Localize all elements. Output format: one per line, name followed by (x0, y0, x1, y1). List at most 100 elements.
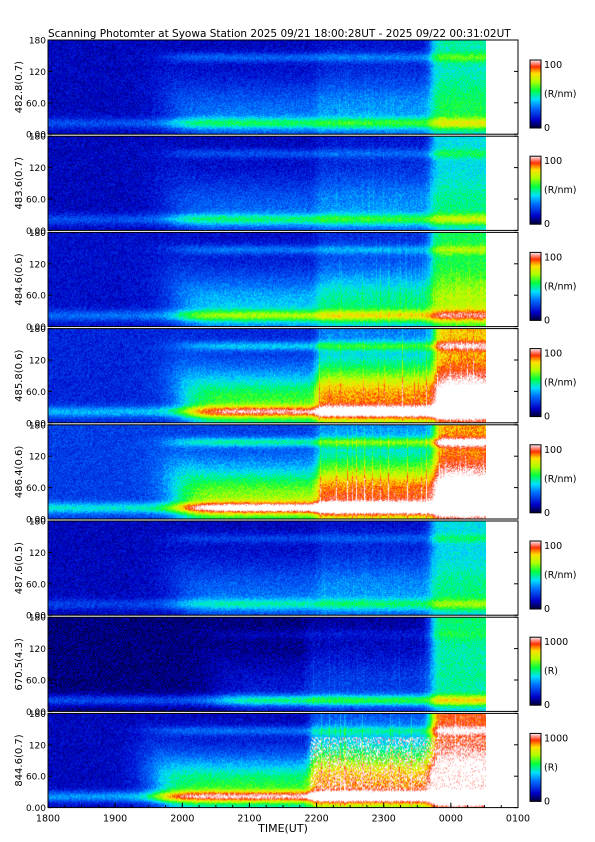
panel-frame (47, 231, 519, 328)
colorbar (529, 636, 542, 706)
panel-1: 0.00 60.0 120 180 482.8(0.7) 100 0 (R/nm) (14, 37, 577, 141)
panel-frame (47, 135, 519, 231)
panel-frame (47, 616, 519, 712)
colorbar-unit-label: (R/nm) (544, 89, 577, 100)
y-tick-label: 60.0 (26, 196, 46, 206)
panel-frame (47, 424, 519, 520)
y-tick-label: 60.0 (26, 292, 46, 302)
panel-ylabel: 485.8(0.6) (14, 349, 25, 401)
x-tick-label: 1800 (36, 814, 60, 825)
colorbar-unit-label: (R) (544, 762, 558, 773)
colorbar-min-label: 0 (544, 796, 550, 807)
panel-frame (47, 328, 519, 424)
x-tick-label: 0000 (439, 814, 463, 825)
x-axis-label: TIME(UT) (257, 822, 308, 835)
colorbar-min-label: 0 (544, 700, 550, 711)
colorbar-min-label: 0 (544, 123, 550, 134)
colorbar-max-label: 100 (544, 60, 562, 71)
colorbar-max-label: 100 (544, 156, 562, 167)
panel-ylabel: 486.4(0.6) (14, 446, 25, 498)
colorbar-unit-label: (R/nm) (544, 378, 577, 389)
panel-2: 0.00 60.0 120 180 483.6(0.7) 100 0 (R/nm) (14, 133, 577, 237)
heatmap-image (48, 40, 486, 134)
colorbar (529, 444, 542, 514)
y-tick-label: 0.00 (26, 323, 46, 333)
colorbar-min-label: 0 (544, 604, 550, 615)
colorbar-unit-label: (R/nm) (544, 570, 577, 581)
colorbar-min-label: 0 (544, 315, 550, 326)
y-tick-label: 120 (29, 645, 46, 655)
panel-8: 0.00 60.0 120 180 844.6(0.7) 1000 0 (R) (14, 710, 568, 814)
panel-ylabel: 482.8(0.7) (14, 61, 25, 113)
y-tick-label: 120 (29, 68, 46, 78)
panel-ylabel: 844.6(0.7) (14, 734, 25, 786)
x-tick-label: 0100 (506, 814, 530, 825)
heatmap-image (48, 328, 486, 423)
y-tick-label: 120 (29, 741, 46, 751)
y-tick-label: 180 (29, 614, 46, 624)
x-tick-label: 2000 (170, 814, 194, 825)
y-tick-label: 180 (29, 325, 46, 335)
x-tick-label: 2300 (372, 814, 396, 825)
y-tick-label: 120 (29, 260, 46, 270)
colorbar (529, 348, 542, 418)
y-tick-label: 0.00 (26, 131, 46, 141)
y-tick-label: 180 (29, 133, 46, 143)
panel-5: 0.00 60.0 120 180 486.4(0.6) 100 0 (R/nm) (14, 421, 577, 525)
y-tick-label: 60.0 (26, 773, 46, 783)
heatmap-image (48, 713, 486, 808)
y-tick-label: 120 (29, 453, 46, 463)
heatmap-image (48, 521, 486, 615)
y-tick-label: 120 (29, 357, 46, 367)
heatmap-image (48, 617, 486, 712)
y-tick-label: 60.0 (26, 484, 46, 494)
colorbar-unit-label: (R/nm) (544, 281, 577, 292)
heatmap-image (48, 424, 486, 519)
y-tick-label: 0.00 (26, 516, 46, 526)
y-tick-label: 0.00 (26, 708, 46, 718)
colorbar-max-label: 100 (544, 445, 562, 456)
y-tick-label: 120 (29, 164, 46, 174)
panel-ylabel: 670.5(4.3) (14, 638, 25, 690)
chart-title: Scanning Photomter at Syowa Station 2025… (48, 28, 511, 40)
x-axis: 1800 1900 2000 2100 2200 2300 0000 0100 (36, 802, 530, 825)
y-tick-label: 0.00 (26, 227, 46, 237)
colorbar (529, 251, 542, 321)
x-tick-label: 2100 (237, 814, 261, 825)
y-tick-label: 60.0 (26, 677, 46, 687)
colorbar-unit-label: (R/nm) (544, 185, 577, 196)
y-tick-label: 180 (29, 710, 46, 720)
panel-7: 0.00 60.0 120 180 670.5(4.3) 1000 0 (R) (14, 614, 568, 718)
y-tick-label: 60.0 (26, 580, 46, 590)
colorbar (529, 540, 542, 610)
colorbar-min-label: 0 (544, 219, 550, 230)
panel-frame (47, 39, 519, 135)
colorbar-max-label: 100 (544, 541, 562, 552)
panel-ylabel: 483.6(0.7) (14, 157, 25, 209)
y-tick-label: 180 (29, 518, 46, 528)
y-tick-label: 180 (29, 421, 46, 431)
panel-3: 0.00 60.0 120 180 484.6(0.6) 100 0 (R/nm) (14, 229, 577, 333)
colorbar (529, 732, 542, 802)
x-tick-label: 2200 (304, 814, 328, 825)
colorbar-max-label: 100 (544, 349, 562, 360)
y-tick-label: 0.00 (26, 804, 46, 814)
colorbar-max-label: 100 (544, 252, 562, 263)
colorbar-min-label: 0 (544, 508, 550, 519)
colorbar-min-label: 0 (544, 412, 550, 423)
panel-ylabel: 484.6(0.6) (14, 253, 25, 305)
panel-6: 0.00 60.0 120 180 487.6(0.5) 100 0 (R/nm) (14, 518, 577, 622)
y-tick-label: 180 (29, 229, 46, 239)
colorbar-max-label: 1000 (544, 637, 568, 648)
y-tick-label: 180 (29, 37, 46, 47)
heatmap-image (48, 232, 486, 327)
y-tick-label: 0.00 (26, 612, 46, 622)
colorbar-unit-label: (R/nm) (544, 474, 577, 485)
colorbar (529, 155, 542, 225)
panel-4: 0.00 60.0 120 180 485.8(0.6) 100 0 (R/nm) (14, 325, 577, 429)
panel-frame (47, 520, 519, 616)
heatmap-image (48, 136, 486, 231)
colorbar (529, 59, 542, 129)
